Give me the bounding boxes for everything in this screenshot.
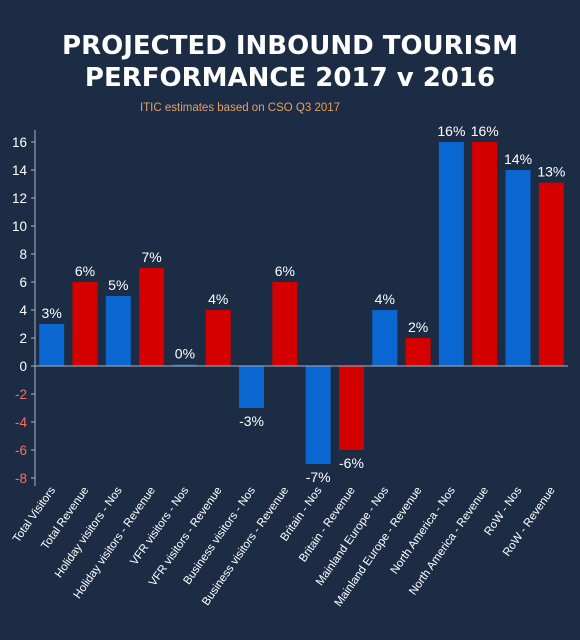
data-label: -6% bbox=[339, 455, 364, 471]
chart-subtitle: ITIC estimates based on CSO Q3 2017 bbox=[140, 102, 340, 114]
bar bbox=[39, 324, 65, 366]
bar bbox=[372, 310, 398, 366]
bar bbox=[505, 170, 531, 366]
y-tick-label: 16 bbox=[12, 135, 27, 150]
y-tick-label: 2 bbox=[19, 331, 27, 346]
y-tick-label: 6 bbox=[19, 275, 27, 290]
y-tick-label: 10 bbox=[12, 219, 27, 234]
data-label: 5% bbox=[108, 277, 128, 293]
bar bbox=[105, 296, 131, 366]
data-label: 4% bbox=[208, 291, 228, 307]
data-label: -3% bbox=[239, 413, 264, 429]
y-tick-label: 0 bbox=[19, 359, 27, 374]
bar bbox=[305, 366, 331, 464]
data-label: 6% bbox=[75, 263, 95, 279]
y-axis: 16 14 12 10 8 6 4 2 0 -2 -4 -6 -8 bbox=[12, 130, 36, 486]
data-label: 3% bbox=[42, 305, 62, 321]
data-label: 16% bbox=[471, 123, 499, 139]
data-labels: 3% 6% 5% 7% 0% 4% -3% 6% -7% -6% 4% 2% 16% 16% 14% 13% bbox=[42, 123, 566, 485]
bar bbox=[272, 282, 298, 366]
y-tick-label: 8 bbox=[19, 247, 27, 262]
data-label: 14% bbox=[504, 151, 532, 167]
bar bbox=[205, 310, 231, 366]
y-tick-label: -8 bbox=[15, 471, 27, 486]
bar bbox=[172, 364, 198, 366]
bar bbox=[472, 142, 498, 366]
bar bbox=[72, 282, 98, 366]
bar bbox=[438, 142, 464, 366]
data-label: -7% bbox=[306, 469, 331, 485]
y-tick-label: 4 bbox=[19, 303, 27, 318]
data-label: 7% bbox=[141, 249, 161, 265]
y-tick-label: -4 bbox=[15, 415, 27, 430]
chart-title-line-1: PROJECTED INBOUND TOURISM bbox=[62, 31, 518, 61]
y-tick-label: -2 bbox=[15, 387, 27, 402]
bar bbox=[239, 366, 265, 408]
data-label: 13% bbox=[537, 164, 565, 180]
bar bbox=[139, 268, 165, 366]
y-tick-label: 12 bbox=[12, 191, 27, 206]
data-label: 2% bbox=[408, 319, 428, 335]
chart-title-line-2: PERFORMANCE 2017 v 2016 bbox=[85, 63, 495, 93]
data-label: 0% bbox=[175, 346, 195, 362]
bar bbox=[538, 182, 564, 366]
bar bbox=[405, 338, 431, 366]
data-label: 6% bbox=[275, 263, 295, 279]
bar bbox=[338, 366, 364, 450]
data-label: 16% bbox=[437, 123, 465, 139]
y-tick-label: -6 bbox=[15, 443, 27, 458]
data-label: 4% bbox=[375, 291, 395, 307]
y-tick-label: 14 bbox=[12, 163, 28, 178]
bars bbox=[39, 142, 564, 464]
